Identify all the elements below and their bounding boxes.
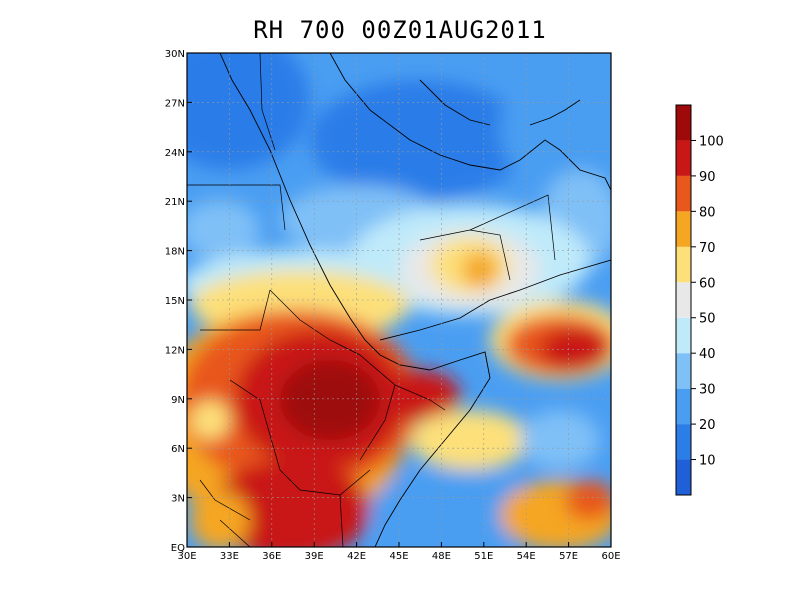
x-tick-label: 36E	[262, 551, 281, 562]
colorbar-label: 100	[699, 134, 724, 149]
x-tick-label: 54E	[517, 551, 536, 562]
colorbar-label: 40	[699, 347, 716, 362]
x-tick-label: 57E	[559, 551, 578, 562]
colorbar-segment	[676, 282, 691, 318]
y-tick-label: 9N	[171, 395, 185, 406]
colorbar-label: 60	[699, 276, 716, 291]
x-tick-label: 30E	[177, 551, 196, 562]
colorbar-segment	[676, 317, 691, 354]
y-tick-label: 15N	[165, 296, 185, 307]
colorbar: 10 20 30 40 50 60 70 80 90 100	[675, 104, 724, 496]
x-axis: 30E 33E 36E 39E 42E 45E 48E 51E 54E 57E 60E	[177, 542, 621, 562]
colorbar-label: 10	[699, 454, 716, 469]
colorbar-label: 80	[699, 205, 716, 220]
colorbar-segment	[676, 175, 691, 212]
x-tick-label: 39E	[305, 551, 324, 562]
coastlines	[219, 53, 611, 547]
colorbar-segment	[676, 140, 691, 176]
colorbar-frame	[675, 104, 692, 496]
y-tick-label: 21N	[165, 197, 185, 208]
colorbar-segment	[676, 246, 691, 283]
humidity-field	[187, 53, 611, 547]
colorbar-label: 30	[699, 383, 716, 398]
x-tick-label: 48E	[432, 551, 451, 562]
colorbar-label: 90	[699, 170, 716, 185]
map-grid	[187, 53, 611, 547]
colorbar-label: 70	[699, 241, 716, 256]
x-tick-label: 60E	[601, 551, 620, 562]
y-tick-label: 24N	[165, 148, 185, 159]
y-axis: EQ 3N 6N 9N 12N 15N 18N 21N 24N 27N 30N	[165, 49, 192, 554]
colorbar-segment	[676, 105, 691, 141]
colorbar-segment	[676, 459, 691, 495]
y-tick-label: EQ	[171, 543, 185, 554]
colorbar-label: 20	[699, 418, 716, 433]
map-title: RH 700 00Z01AUG2011	[253, 16, 547, 44]
y-tick-label: 18N	[165, 247, 185, 258]
x-tick-label: 42E	[347, 551, 366, 562]
y-tick-label: 27N	[165, 98, 185, 109]
y-tick-label: 30N	[165, 49, 185, 60]
x-tick-label: 33E	[220, 551, 239, 562]
x-tick-label: 45E	[389, 551, 408, 562]
colorbar-label: 50	[699, 312, 716, 327]
colorbar-segment	[676, 353, 691, 389]
colorbar-segment	[676, 211, 691, 247]
colorbar-segment	[676, 388, 691, 425]
x-tick-label: 51E	[474, 551, 493, 562]
country-borders	[187, 53, 556, 547]
y-tick-label: 6N	[171, 444, 185, 455]
y-tick-label: 12N	[165, 345, 185, 356]
y-tick-label: 3N	[171, 494, 185, 505]
colorbar-segment	[676, 424, 691, 460]
